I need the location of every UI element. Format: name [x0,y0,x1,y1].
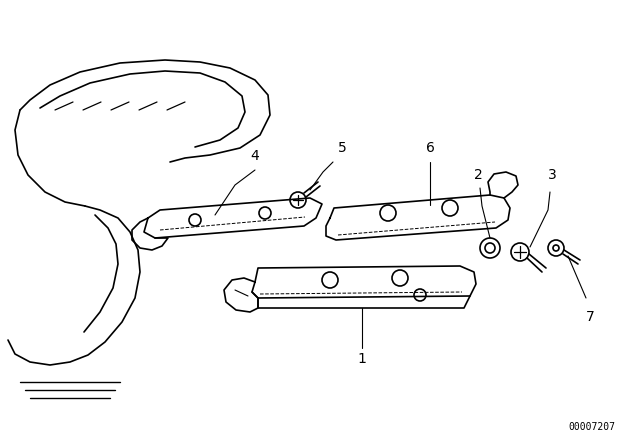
Text: 7: 7 [586,310,595,324]
Text: 6: 6 [426,141,435,155]
Text: 5: 5 [338,141,347,155]
Text: 4: 4 [251,149,259,163]
Text: 00007207: 00007207 [568,422,615,432]
Text: 1: 1 [358,352,367,366]
Text: 2: 2 [474,168,483,182]
Text: 3: 3 [548,168,556,182]
